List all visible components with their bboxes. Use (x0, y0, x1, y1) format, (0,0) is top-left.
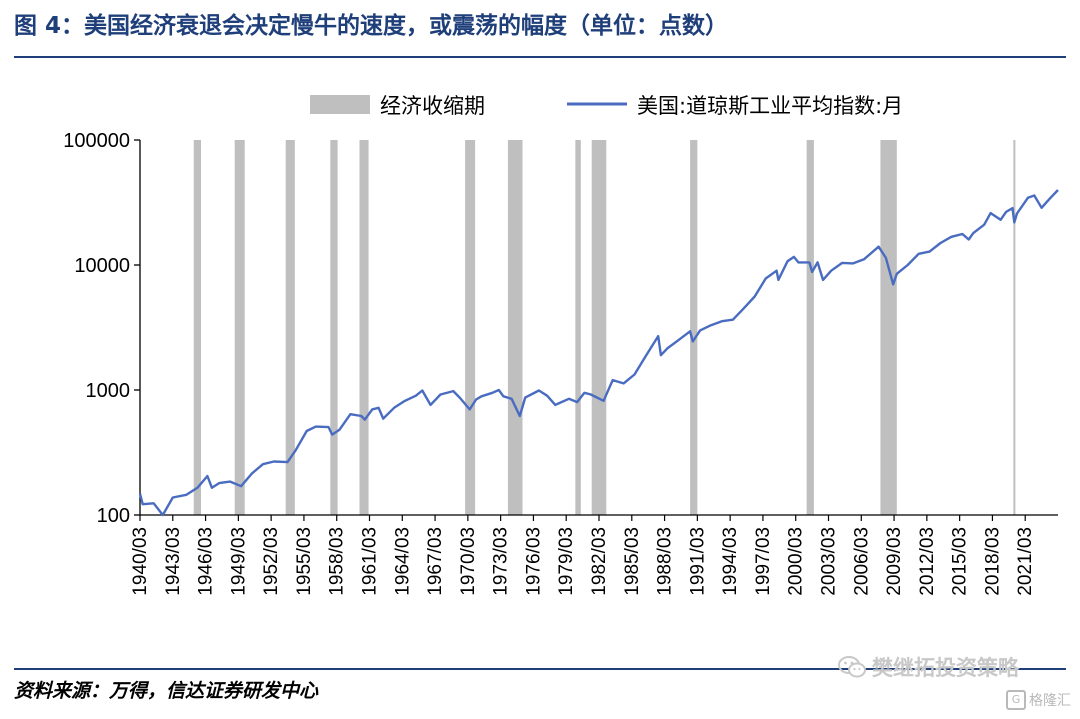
y-tick-label: 100000 (63, 130, 130, 152)
x-tick-label: 1988/03 (655, 527, 676, 596)
wechat-icon (838, 656, 866, 678)
x-tick-label: 1955/03 (294, 527, 315, 596)
figure-title: 图 4：美国经济衰退会决定慢牛的速度，或震荡的幅度（单位：点数） (14, 13, 729, 39)
x-tick-label: 1973/03 (491, 527, 512, 596)
watermark-text: 樊继拓投资策略 (872, 656, 1019, 680)
y-tick-label: 1000 (86, 380, 131, 402)
x-tick-label: 1958/03 (327, 527, 348, 596)
recession-band (880, 140, 897, 515)
recession-band (806, 140, 814, 515)
y-tick-label: 100 (97, 505, 130, 527)
x-tick-label: 1949/03 (228, 527, 249, 596)
x-tick-label: 1946/03 (196, 527, 217, 596)
watermark: 樊继拓投资策略 (838, 652, 1019, 682)
y-tick-label: 10000 (74, 255, 130, 277)
platform-mark-text: 格隆汇 (1029, 693, 1071, 709)
x-tick-label: 1979/03 (556, 527, 577, 596)
x-tick-label: 1943/03 (163, 527, 184, 596)
x-tick-label: 1985/03 (622, 527, 643, 596)
recession-band (193, 140, 202, 515)
chart: 100 1000 10000 100000 1940/03 1943/03 1946/03 1… (63, 94, 1059, 596)
recession-band (359, 140, 369, 515)
x-tick-label: 1991/03 (687, 527, 708, 596)
recession-band (285, 140, 295, 515)
recession-band (591, 140, 607, 515)
x-tick-label: 2018/03 (982, 527, 1003, 596)
recession-band (465, 140, 476, 515)
recession-band (330, 140, 338, 515)
recession-band (1013, 140, 1016, 515)
x-tick-label: 1964/03 (392, 527, 413, 596)
legend-label-recession: 经济收缩期 (380, 94, 485, 118)
x-tick-label: 2006/03 (851, 527, 872, 596)
legend-label-line: 美国:道琼斯工业平均指数:月 (637, 94, 903, 118)
x-tick-label: 2015/03 (950, 527, 971, 596)
x-tick-label: 1961/03 (360, 527, 381, 596)
x-tick-label: 1940/03 (130, 527, 151, 596)
gelonghui-logo-icon: G (1006, 690, 1026, 710)
x-tick-label: 1982/03 (589, 527, 610, 596)
recession-band (690, 140, 698, 515)
x-tick-label: 1976/03 (523, 527, 544, 596)
platform-mark: G 格隆汇 (1006, 690, 1071, 710)
top-rule (14, 56, 1066, 58)
x-tick-label: 2003/03 (819, 527, 840, 596)
dow-jones-line (138, 189, 1059, 517)
x-tick-label: 2021/03 (1015, 527, 1036, 596)
x-tick-label: 1967/03 (425, 527, 446, 596)
x-tick-label: 2009/03 (884, 527, 905, 596)
recession-band (575, 140, 581, 515)
x-tick-label: 1952/03 (261, 527, 282, 596)
legend-swatch-recession (310, 95, 370, 114)
source-note: 资料来源：万得，信达证券研发中心 (14, 680, 319, 702)
recession-band (234, 140, 245, 515)
recession-band (507, 140, 523, 515)
x-tick-label: 1970/03 (458, 527, 479, 596)
bottom-rule (14, 668, 1066, 670)
x-tick-label: 2000/03 (786, 527, 807, 596)
x-tick-label: 2012/03 (917, 527, 938, 596)
x-tick-label: 1994/03 (720, 527, 741, 596)
x-tick-label: 1997/03 (753, 527, 774, 596)
